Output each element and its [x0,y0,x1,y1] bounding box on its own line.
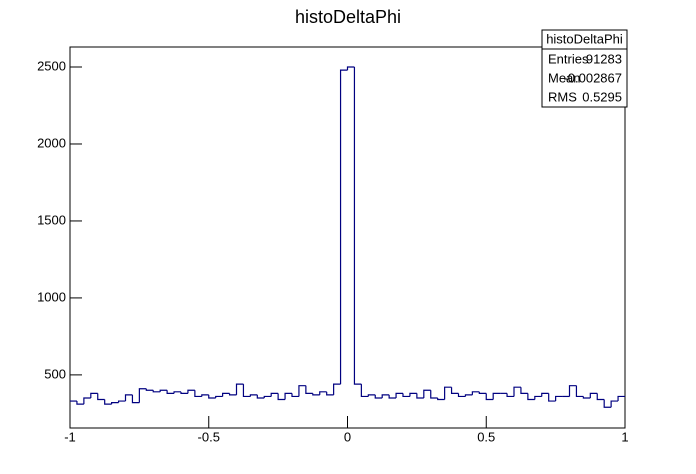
stats-title: histoDeltaPhi [546,31,623,46]
bin [471,391,480,395]
bin [263,395,272,398]
bin [457,393,466,398]
bin [201,394,209,397]
bin [360,384,369,398]
bin [333,383,341,395]
chart-title: histoDeltaPhi [295,7,401,27]
bin [284,392,292,400]
bin [346,66,355,71]
bin [437,397,445,401]
bin [319,391,327,395]
bin [326,391,334,396]
bin [353,67,362,385]
bin [450,387,459,394]
bin [568,385,577,397]
bin [270,392,279,397]
bin [395,392,403,398]
bin [339,69,348,385]
y-tick-label: 2500 [37,58,66,73]
bin [444,386,452,400]
bin [548,393,556,402]
bin [478,391,487,394]
bin [76,401,84,405]
stats-label: Entries [548,51,589,66]
bin [235,383,244,395]
bin [555,395,563,402]
bin [312,393,320,396]
bin [298,385,306,397]
stats-label: Mean [548,70,581,85]
bin [187,389,195,394]
y-tick-label: 1500 [37,212,66,227]
bin [534,395,542,400]
bin [222,392,230,397]
bin [131,394,140,404]
bin [228,393,237,396]
stats-box: histoDeltaPhi Entries 91283 Mean -0.0028… [541,29,628,108]
bin [124,394,133,402]
bin [603,399,612,408]
bin [617,395,625,402]
bin [402,393,410,398]
bin [506,393,514,398]
bin [388,394,397,399]
y-tick-label: 500 [44,366,66,381]
bin [464,394,473,397]
bin [249,394,258,397]
bin [208,394,216,399]
bin [430,390,438,399]
bin [111,402,119,405]
x-tick-label: 0.5 [477,429,495,444]
bin [610,400,619,408]
bin [589,392,598,398]
stats-value: 0.5295 [582,89,622,104]
bin [166,390,175,394]
bin [256,394,265,399]
bin [541,392,549,397]
bin [305,385,313,394]
bin [104,399,112,405]
stats-value: -0.002867 [563,70,622,85]
y-tick-label: 1000 [37,289,66,304]
stats-label: RMS [548,89,577,104]
bin [409,392,417,397]
x-tick-label: -1 [64,429,76,444]
bin [416,393,424,399]
bin [381,394,390,398]
bin [520,387,528,394]
bin [242,384,251,398]
bin [90,392,98,398]
bin [145,388,154,391]
bin [173,391,181,394]
x-tick-label: 1 [621,429,628,444]
bin [215,395,223,398]
bin [180,391,188,394]
bin [527,393,535,401]
bin [97,393,105,401]
x-tick-label: -0.5 [198,429,220,444]
x-tick-label: 0 [344,429,351,444]
bin [138,388,147,403]
bin [291,393,299,398]
bin [485,393,494,401]
stats-value: 91283 [586,51,622,66]
bin [596,393,605,401]
bin [117,400,126,403]
bin [159,389,168,392]
bin [423,389,431,398]
bin [152,390,161,393]
bin [194,390,202,398]
bin [492,392,501,400]
bin [513,386,521,397]
y-tick-label: 2000 [37,135,66,150]
bin [367,394,376,397]
bin [83,397,91,405]
bin [374,394,383,399]
bin [582,396,591,399]
bin [575,385,584,398]
bin [277,393,286,401]
stats-frame [541,29,628,108]
